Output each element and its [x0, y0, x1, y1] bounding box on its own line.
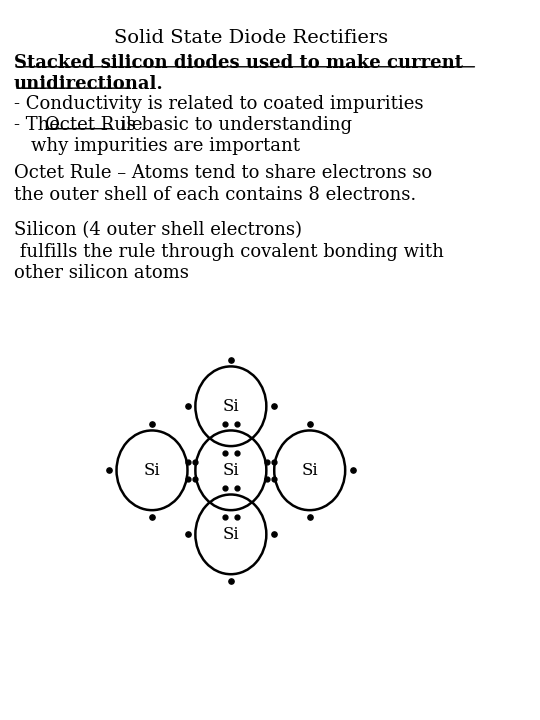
Text: Solid State Diode Rectifiers: Solid State Diode Rectifiers — [113, 29, 388, 47]
Text: Si: Si — [222, 397, 239, 415]
Text: - Conductivity is related to coated impurities: - Conductivity is related to coated impu… — [14, 95, 423, 113]
Text: the outer shell of each contains 8 electrons.: the outer shell of each contains 8 elect… — [14, 186, 416, 204]
Text: unidirectional.: unidirectional. — [14, 76, 164, 94]
Text: fulfills the rule through covalent bonding with: fulfills the rule through covalent bondi… — [14, 243, 444, 261]
Text: Si: Si — [301, 462, 318, 479]
Text: Octet Rule – Atoms tend to share electrons so: Octet Rule – Atoms tend to share electro… — [14, 164, 432, 182]
Text: Si: Si — [222, 462, 239, 479]
Text: Si: Si — [144, 462, 160, 479]
Text: Si: Si — [222, 526, 239, 543]
Text: - The: - The — [14, 116, 66, 134]
Text: Stacked silicon diodes used to make current: Stacked silicon diodes used to make curr… — [14, 54, 463, 72]
Text: why impurities are important: why impurities are important — [31, 138, 300, 156]
Text: Octet Rule: Octet Rule — [45, 116, 142, 134]
Text: Silicon (4 outer shell electrons): Silicon (4 outer shell electrons) — [14, 221, 302, 239]
Text: other silicon atoms: other silicon atoms — [14, 264, 189, 282]
Text: is basic to understanding: is basic to understanding — [114, 116, 352, 134]
